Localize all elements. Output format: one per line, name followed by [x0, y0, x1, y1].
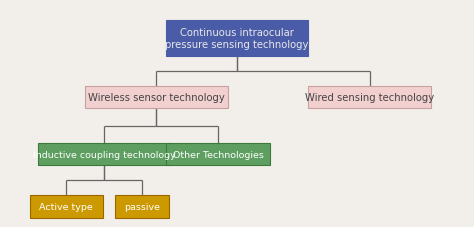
Text: Active type: Active type — [39, 202, 93, 211]
Text: Inductive coupling technology: Inductive coupling technology — [33, 150, 176, 159]
FancyBboxPatch shape — [38, 143, 171, 166]
FancyBboxPatch shape — [85, 86, 228, 109]
Text: Other Technologies: Other Technologies — [173, 150, 264, 159]
FancyBboxPatch shape — [30, 195, 103, 218]
FancyBboxPatch shape — [166, 20, 308, 57]
Text: Wired sensing technology: Wired sensing technology — [305, 93, 434, 103]
FancyBboxPatch shape — [308, 86, 431, 109]
Text: passive: passive — [124, 202, 160, 211]
FancyBboxPatch shape — [166, 143, 270, 166]
FancyBboxPatch shape — [115, 195, 169, 218]
Text: Continuous intraocular
pressure sensing technology: Continuous intraocular pressure sensing … — [165, 27, 309, 50]
Text: Wireless sensor technology: Wireless sensor technology — [88, 93, 225, 103]
